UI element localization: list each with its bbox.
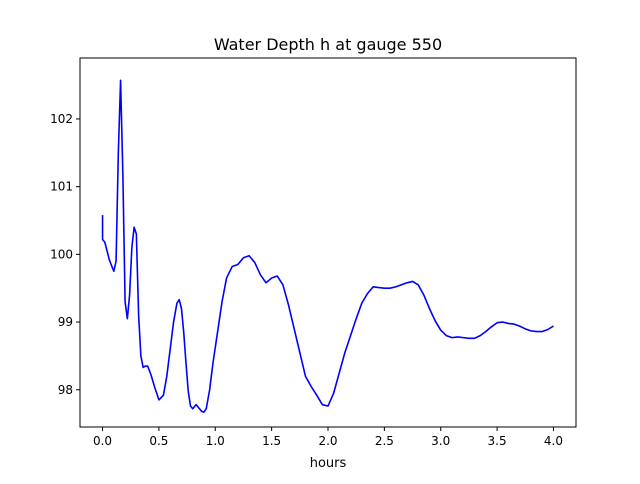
plot-area	[80, 58, 576, 427]
y-axis-ticks: 98 99 100 101 102	[50, 112, 80, 397]
x-tick-label: 3.5	[488, 434, 507, 448]
x-tick-label: 1.0	[206, 434, 225, 448]
y-tick-label: 102	[50, 112, 73, 126]
x-axis-label: hours	[310, 456, 347, 471]
x-tick-label: 2.0	[318, 434, 337, 448]
series-layer	[101, 79, 554, 413]
series-line-0	[101, 79, 554, 413]
y-tick-label: 98	[58, 383, 73, 397]
y-tick-label: 99	[58, 315, 73, 329]
y-tick-label: 100	[50, 247, 73, 261]
x-axis-ticks: 0.0 0.5 1.0 1.5 2.0 2.5 3.0 3.5 4.0	[93, 427, 563, 448]
y-tick-label: 101	[50, 180, 73, 194]
x-tick-label: 3.0	[431, 434, 450, 448]
chart-title: Water Depth h at gauge 550	[214, 35, 442, 54]
x-tick-label: 4.0	[544, 434, 563, 448]
x-tick-label: 0.5	[149, 434, 168, 448]
x-tick-label: 1.5	[262, 434, 281, 448]
x-tick-label: 0.0	[93, 434, 112, 448]
x-tick-label: 2.5	[375, 434, 394, 448]
